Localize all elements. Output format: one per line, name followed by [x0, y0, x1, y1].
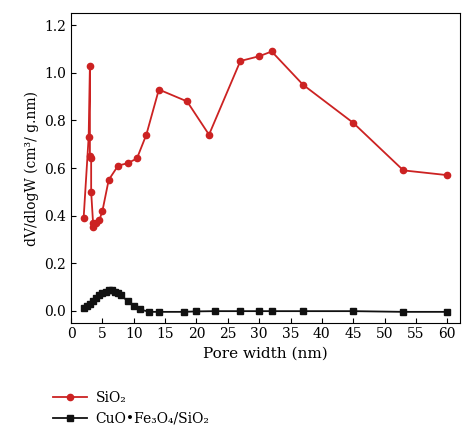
CuO•Fe₃O₄/SiO₂ — [212, 309, 218, 314]
SiO₂ — [100, 208, 105, 214]
SiO₂ — [88, 156, 94, 161]
Line: CuO•Fe₃O₄/SiO₂: CuO•Fe₃O₄/SiO₂ — [81, 287, 450, 315]
SiO₂ — [87, 63, 93, 69]
CuO•Fe₃O₄/SiO₂ — [84, 303, 90, 309]
SiO₂ — [134, 156, 140, 161]
CuO•Fe₃O₄/SiO₂ — [118, 293, 124, 298]
Y-axis label: dV/dlogW (cm³/ g.nm): dV/dlogW (cm³/ g.nm) — [25, 90, 39, 246]
CuO•Fe₃O₄/SiO₂ — [97, 293, 102, 298]
SiO₂ — [184, 99, 190, 104]
CuO•Fe₃O₄/SiO₂ — [90, 298, 96, 304]
CuO•Fe₃O₄/SiO₂ — [300, 309, 306, 314]
CuO•Fe₃O₄/SiO₂ — [137, 307, 143, 312]
SiO₂ — [350, 120, 356, 125]
CuO•Fe₃O₄/SiO₂ — [109, 288, 115, 293]
CuO•Fe₃O₄/SiO₂ — [350, 309, 356, 314]
SiO₂ — [97, 218, 102, 223]
SiO₂ — [269, 49, 274, 54]
SiO₂ — [144, 132, 149, 138]
CuO•Fe₃O₄/SiO₂ — [237, 309, 243, 314]
SiO₂ — [115, 163, 121, 168]
CuO•Fe₃O₄/SiO₂ — [156, 309, 162, 314]
SiO₂ — [81, 215, 86, 220]
CuO•Fe₃O₄/SiO₂ — [445, 309, 450, 314]
CuO•Fe₃O₄/SiO₂ — [401, 309, 406, 314]
CuO•Fe₃O₄/SiO₂ — [181, 309, 187, 314]
SiO₂ — [401, 168, 406, 173]
CuO•Fe₃O₄/SiO₂ — [125, 298, 130, 304]
SiO₂ — [93, 220, 99, 225]
CuO•Fe₃O₄/SiO₂ — [131, 303, 137, 309]
CuO•Fe₃O₄/SiO₂ — [81, 306, 86, 311]
CuO•Fe₃O₄/SiO₂ — [93, 295, 99, 300]
CuO•Fe₃O₄/SiO₂ — [115, 290, 121, 296]
Line: SiO₂: SiO₂ — [81, 48, 450, 231]
SiO₂ — [90, 225, 96, 230]
SiO₂ — [445, 172, 450, 178]
CuO•Fe₃O₄/SiO₂ — [106, 288, 111, 293]
Legend: SiO₂, CuO•Fe₃O₄/SiO₂: SiO₂, CuO•Fe₃O₄/SiO₂ — [47, 385, 215, 431]
CuO•Fe₃O₄/SiO₂ — [112, 289, 118, 294]
CuO•Fe₃O₄/SiO₂ — [87, 301, 93, 306]
SiO₂ — [88, 189, 94, 194]
CuO•Fe₃O₄/SiO₂ — [269, 309, 274, 314]
CuO•Fe₃O₄/SiO₂ — [194, 309, 200, 314]
SiO₂ — [300, 82, 306, 87]
CuO•Fe₃O₄/SiO₂ — [146, 309, 152, 314]
SiO₂ — [87, 153, 93, 159]
CuO•Fe₃O₄/SiO₂ — [256, 309, 262, 314]
SiO₂ — [156, 87, 162, 92]
CuO•Fe₃O₄/SiO₂ — [103, 289, 109, 294]
SiO₂ — [256, 54, 262, 59]
SiO₂ — [106, 177, 111, 183]
SiO₂ — [237, 58, 243, 64]
SiO₂ — [206, 132, 212, 138]
CuO•Fe₃O₄/SiO₂ — [100, 290, 105, 296]
SiO₂ — [90, 220, 96, 225]
X-axis label: Pore width (nm): Pore width (nm) — [203, 347, 328, 361]
SiO₂ — [86, 134, 91, 140]
SiO₂ — [125, 160, 130, 166]
